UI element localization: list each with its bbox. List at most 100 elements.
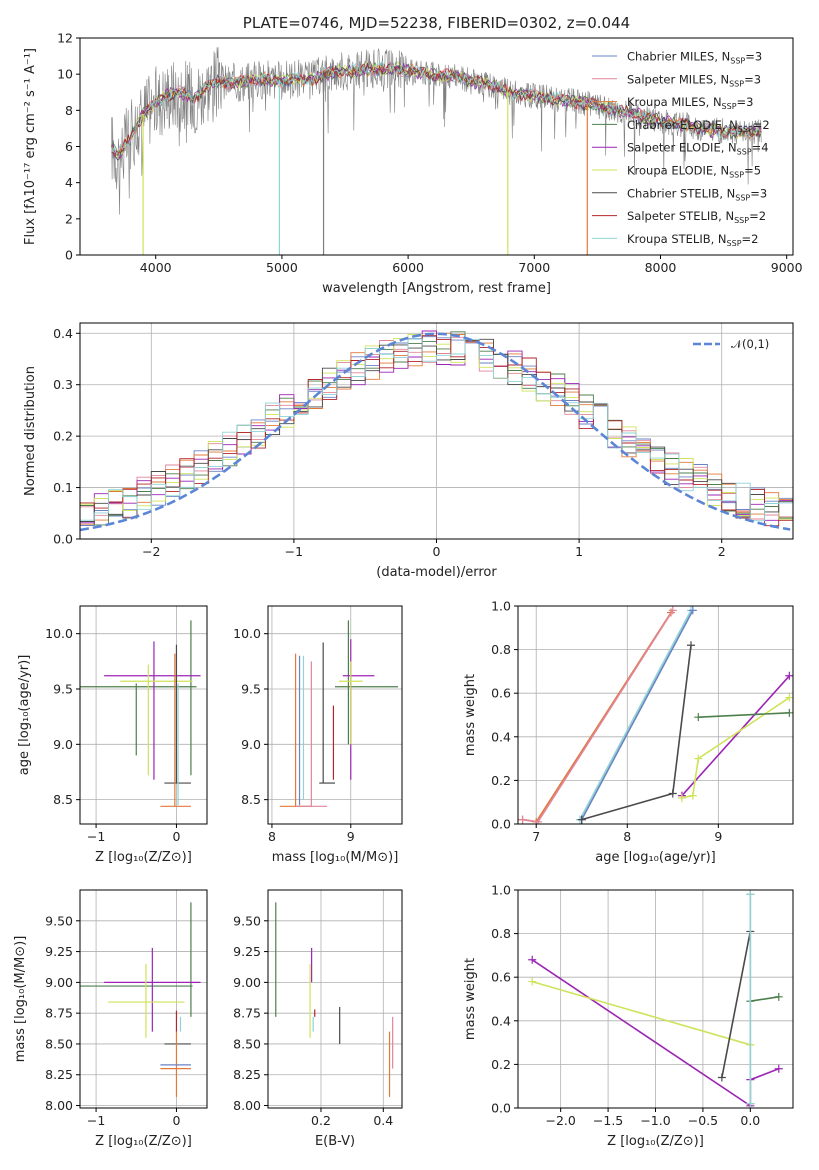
x-tick-label: 0 xyxy=(172,829,180,844)
legend-label: Salpeter STELIB, N xyxy=(627,209,734,223)
residual-histogram xyxy=(80,335,793,527)
legend-entry: Chabrier MILES, NSSP=3 xyxy=(627,50,762,66)
legend: 𝒩(0,1) xyxy=(693,337,769,351)
axes-frame xyxy=(517,605,794,825)
y-tick-label: 9.25 xyxy=(233,944,261,959)
x-tick-label: 8 xyxy=(623,829,631,844)
axis-frame: −1 0 8.5 9.0 9.5 10.0 Z [log₁₀(Z/Z⊙)] age [log₁… xyxy=(17,605,208,865)
legend-entry: Salpeter MILES, NSSP=3 xyxy=(627,72,761,88)
axes-age_Z: −1 0 8.5 9.0 9.5 10.0 Z [log₁₀(Z/Z⊙)] age [log₁… xyxy=(17,605,208,865)
mass-weight-line xyxy=(580,610,694,820)
x-tick-label: −1 xyxy=(87,829,105,844)
legend-subscript: SSP xyxy=(735,193,750,202)
y-tick-label: 8.50 xyxy=(45,1036,73,1051)
x-tick-label: 0 xyxy=(433,544,441,559)
gridlines xyxy=(268,890,402,1108)
legend-subscript: SSP xyxy=(722,102,737,111)
point-marker xyxy=(528,977,537,986)
legend-entry: Kroupa STELIB, NSSP=2 xyxy=(627,232,758,248)
x-tick-label: −0.5 xyxy=(688,1113,718,1128)
legend-value: =3 xyxy=(745,50,762,64)
legend-entry: Salpeter ELODIE, NSSP=4 xyxy=(627,141,769,157)
point-marker xyxy=(717,1073,726,1082)
point-marker xyxy=(668,606,677,615)
data-point xyxy=(338,661,363,745)
legend-value: =5 xyxy=(744,164,761,178)
y-tick-label: 8.5 xyxy=(53,792,73,807)
x-tick-label: 2 xyxy=(718,544,726,559)
plot-area xyxy=(111,47,762,255)
y-tick-label: 0.4 xyxy=(53,326,73,341)
legend-subscript: SSP xyxy=(727,239,742,248)
point-marker xyxy=(785,671,793,680)
y-axis-label: Normed distribution xyxy=(23,366,38,496)
point-marker xyxy=(534,817,543,824)
axis-frame: −2 −1 0 1 2 0.0 0.1 0.2 0.3 0.4 (data-model)/error… xyxy=(23,322,794,580)
legend-label: Chabrier ELODIE, N xyxy=(627,118,738,132)
y-tick-label: 8.5 xyxy=(241,792,261,807)
legend-label: Chabrier MILES, N xyxy=(627,50,730,64)
y-axis-label: mass weight xyxy=(463,958,478,1040)
y-axis-label: mass [log₁₀(M/M⊙)] xyxy=(13,936,28,1063)
axes-mass_Z: −1 0 8.00 8.25 8.50 8.75 9.00 9.25 9.50 Z [log₁₀(… xyxy=(13,889,208,1149)
legend-value: =2 xyxy=(749,209,766,223)
x-tick-label: 0.4 xyxy=(373,1113,393,1128)
legend-entry: Chabrier STELIB, NSSP=3 xyxy=(627,186,767,202)
x-tick-label: 8000 xyxy=(645,260,677,275)
y-tick-label: 0.6 xyxy=(491,970,511,985)
x-tick-label: 8 xyxy=(268,829,276,844)
point-marker xyxy=(577,815,586,824)
y-tick-label: 0.0 xyxy=(53,532,73,547)
data-point xyxy=(319,642,335,784)
point-marker xyxy=(528,955,537,964)
y-tick-label: 0.4 xyxy=(491,1013,511,1028)
y-tick-label: 9.00 xyxy=(233,975,261,990)
data-point xyxy=(80,683,197,756)
x-tick-label: 9000 xyxy=(771,260,803,275)
data-point xyxy=(160,653,191,807)
x-axis-label: Z [log₁₀(Z/Z⊙)] xyxy=(95,850,192,865)
mass-weight-line xyxy=(750,996,779,1002)
x-tick-label: 1 xyxy=(575,544,583,559)
y-tick-label: 2 xyxy=(65,211,73,226)
axes-frame xyxy=(79,889,208,1109)
point-marker xyxy=(785,693,793,702)
y-tick-label: 8.50 xyxy=(233,1036,261,1051)
y-tick-label: 0 xyxy=(65,248,73,263)
y-tick-label: 12 xyxy=(57,31,73,46)
mass-weight-line xyxy=(681,675,790,797)
y-tick-label: 9.5 xyxy=(241,681,261,696)
x-axis-label: mass [log₁₀(M/M⊙)] xyxy=(272,850,399,865)
y-tick-label: 10.0 xyxy=(233,626,261,641)
y-tick-label: 1.0 xyxy=(491,599,511,614)
gridlines xyxy=(518,889,793,1109)
x-tick-label: −1 xyxy=(87,1113,105,1128)
model-spectrum-line xyxy=(111,62,762,158)
axes-mw_age: 7 8 9 0.0 0.2 0.4 0.6 0.8 1.0 age [log₁₀(age/yr)]… xyxy=(463,599,794,865)
x-tick-label: 6000 xyxy=(392,260,424,275)
point-marker xyxy=(688,791,697,800)
normal-curve xyxy=(80,332,791,532)
y-tick-label: 0.2 xyxy=(491,773,511,788)
y-tick-label: 8.75 xyxy=(233,1006,261,1021)
x-axis-label: E(B-V) xyxy=(315,1134,355,1149)
y-tick-label: 9.50 xyxy=(233,913,261,928)
mass-weight-line xyxy=(698,712,790,718)
y-tick-label: 8.75 xyxy=(45,1006,73,1021)
y-tick-label: 0.0 xyxy=(491,1101,511,1116)
legend-label: Kroupa ELODIE, N xyxy=(627,164,729,178)
legend-entry: Salpeter STELIB, NSSP=2 xyxy=(627,209,766,225)
legend-entry: Kroupa ELODIE, NSSP=5 xyxy=(627,164,761,180)
y-tick-label: 10.0 xyxy=(45,626,73,641)
axes-frame xyxy=(267,605,403,825)
y-tick-label: 9.00 xyxy=(45,975,73,990)
y-tick-label: 6 xyxy=(65,139,73,154)
y-tick-label: 0.4 xyxy=(491,729,511,744)
point-marker xyxy=(688,606,697,615)
x-axis-label: Z [log₁₀(Z/Z⊙)] xyxy=(95,1134,192,1149)
point-marker xyxy=(774,992,783,1001)
data-point xyxy=(160,1031,191,1097)
residual-histogram xyxy=(80,338,793,522)
point-marker xyxy=(677,793,686,802)
